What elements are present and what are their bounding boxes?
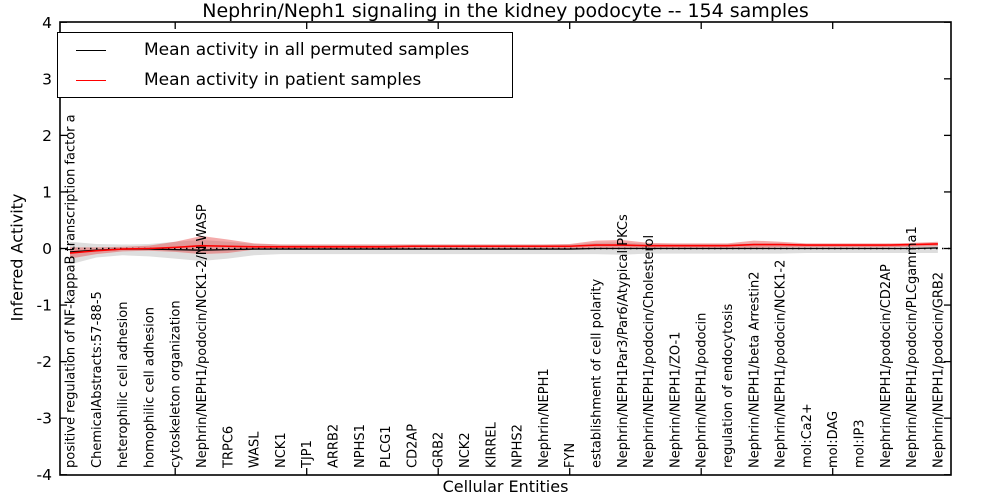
- x-tick-label: ARRB2: [327, 424, 342, 468]
- x-tick-label: cytoskeleton organization: [169, 300, 184, 468]
- x-tick-label: positive regulation of NF-kappaB transcr…: [64, 114, 79, 468]
- y-tick-label: -2: [37, 353, 52, 371]
- x-tick-label: NCK2: [458, 432, 473, 468]
- legend-label-permuted: Mean activity in all permuted samples: [144, 40, 470, 60]
- patient-line-sample: [76, 79, 106, 81]
- x-tick-label: KIRREL: [484, 421, 499, 468]
- permuted-line-sample: [76, 49, 106, 51]
- x-tick-label: Nephrin/NEPH1/ZO-1: [668, 332, 683, 468]
- y-tick-label: -3: [37, 410, 52, 428]
- legend-entry-permuted: Mean activity in all permuted samples: [76, 35, 502, 65]
- x-tick-label: PLCG1: [379, 425, 394, 468]
- y-tick-label: 1: [42, 183, 52, 201]
- x-tick-label: regulation of endocytosis: [721, 303, 736, 468]
- x-tick-label: Nephrin/NEPH1/beta Arrestin2: [747, 272, 762, 469]
- x-tick-label: GRB2: [432, 432, 447, 468]
- x-tick-label: Nephrin/NEPH1/podocin/PLCgamma1: [905, 226, 920, 468]
- x-tick-label: establishment of cell polarity: [590, 279, 605, 468]
- x-tick-label: mol:DAG: [826, 411, 841, 468]
- legend-entry-patient: Mean activity in patient samples: [76, 65, 502, 95]
- y-tick-label: 3: [42, 70, 52, 88]
- x-tick-label: Nephrin/NEPH1: [537, 368, 552, 468]
- x-tick-label: heterophilic cell adhesion: [116, 302, 131, 469]
- x-tick-label: CD2AP: [405, 424, 420, 468]
- x-axis-label: Cellular Entities: [442, 477, 569, 496]
- plot-frame: [59, 21, 952, 476]
- legend-label-patient: Mean activity in patient samples: [144, 70, 422, 90]
- x-tick-label: mol:IP3: [853, 419, 868, 468]
- x-tick-label: Nephrin/NEPH1Par3/Par6/Atypical PKCs: [616, 214, 631, 468]
- x-tick-label: TJP1: [300, 440, 315, 469]
- x-tick-label: NPHS2: [511, 424, 526, 468]
- x-tick-label: Nephrin/NEPH1/podocin/GRB2: [931, 272, 946, 468]
- x-tick-label: ChemicalAbstracts:57-88-5: [90, 291, 105, 468]
- x-tick-label: Nephrin/NEPH1/podocin/NCK1-2/N-WASP: [195, 204, 210, 468]
- x-tick-label: NCK1: [274, 432, 289, 468]
- x-tick-label: Nephrin/NEPH1/podocin/Cholesterol: [642, 235, 657, 468]
- patient-line: [69, 243, 938, 254]
- x-tick-label: Nephrin/NEPH1/podocin/NCK1-2: [774, 260, 789, 468]
- y-tick-label: 2: [42, 127, 52, 145]
- x-tick-label: mol:Ca2+: [800, 403, 815, 468]
- y-tick-label: -1: [37, 297, 52, 315]
- x-tick-label: homophilic cell adhesion: [142, 307, 157, 468]
- y-tick-label: 4: [42, 14, 52, 32]
- x-tick-label: WASL: [248, 431, 263, 468]
- x-tick-label: Nephrin/NEPH1/podocin: [695, 313, 710, 468]
- y-tick-label: -4: [37, 466, 52, 484]
- x-tick-label: TRPC6: [221, 426, 236, 469]
- x-tick-label: Nephrin/NEPH1/podocin/CD2AP: [879, 264, 894, 468]
- legend-box: Mean activity in all permuted samples Me…: [57, 32, 513, 98]
- y-tick-label: 0: [42, 240, 52, 258]
- x-tick-label: NPHS1: [353, 424, 368, 468]
- patient-band: [70, 236, 938, 259]
- x-tick-label: FYN: [563, 443, 578, 468]
- permuted-line: [69, 247, 938, 253]
- chart-title: Nephrin/Neph1 signaling in the kidney po…: [202, 0, 809, 22]
